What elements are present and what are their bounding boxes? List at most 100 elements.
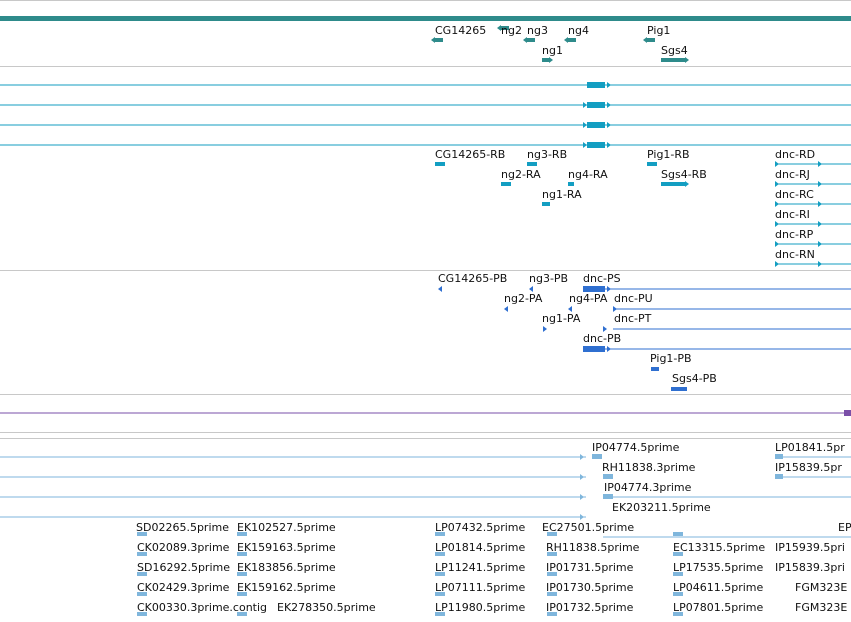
transcript-arrow-2[interactable] [607,122,611,128]
feature-label-dnc-pt[interactable]: dnc-PT [614,312,652,325]
transcript-glyph-ng3-rb[interactable] [527,162,537,166]
est-arrow-2[interactable] [580,494,584,500]
est-glyph-r1-c2[interactable] [435,552,445,556]
est-glyph-r3-c1[interactable] [237,592,247,596]
feature-label-ip15839.5prime[interactable]: IP15839.5pr [775,461,842,474]
transcript-exon-2[interactable] [587,122,605,128]
est-glyph-r4-c4[interactable] [673,612,683,616]
feature-label-fgm323e-b[interactable]: FGM323E [795,601,848,614]
strand-arrow-pig1[interactable] [643,37,647,43]
feature-label-ip15939.5prime[interactable]: IP15939.5pri [775,541,845,554]
transcript-arrow-dnc-b-4[interactable] [818,241,822,247]
strand-arrow-ng2[interactable] [497,25,501,31]
est-glyph-ip15839[interactable] [775,474,783,479]
feature-label-ip04774.3prime[interactable]: IP04774.3prime [604,481,692,494]
protein-glyph-cg14265-pb[interactable] [438,286,442,292]
est-glyph-r2-c1[interactable] [237,572,247,576]
feature-label-dnc-rn[interactable]: dnc-RN [775,248,815,261]
est-arrow-3[interactable] [580,514,584,520]
strand-arrow-ng4[interactable] [564,37,568,43]
feature-label-ep-cut[interactable]: EP [838,521,851,534]
est-glyph-r4-c0[interactable] [137,612,147,616]
gene-glyph-pig1[interactable] [647,38,655,42]
feature-label-ck02089.3prime[interactable]: CK02089.3prime [137,541,230,554]
feature-label-dnc-pb[interactable]: dnc-PB [583,332,622,345]
transcript-arrow-dnc-b-1[interactable] [818,181,822,187]
feature-label-lp07432.5prime[interactable]: LP07432.5prime [435,521,526,534]
transcript-arrow-dnc-b-3[interactable] [818,221,822,227]
feature-label-lp01814.5prime[interactable]: LP01814.5prime [435,541,526,554]
feature-label-ng3-pb[interactable]: ng3-PB [529,272,569,285]
feature-label-ek102527.5prime[interactable]: EK102527.5prime [237,521,336,534]
protein-glyph-ng4-pa[interactable] [568,306,572,312]
transcript-arrow-b-1[interactable] [583,102,587,108]
gene-glyph-ng4[interactable] [568,38,576,42]
feature-label-ip15839.3prime[interactable]: IP15839.3pri [775,561,845,574]
feature-label-pig1-rb[interactable]: Pig1-RB [647,148,690,161]
feature-label-ec27501.5prime[interactable]: EC27501.5prime [542,521,635,534]
est-glyph-r3-c2[interactable] [435,592,445,596]
est-glyph-r4-c3[interactable] [547,612,557,616]
gene-glyph-ng1[interactable] [542,58,549,62]
feature-label-ng1-ra[interactable]: ng1-RA [542,188,582,201]
transcript-glyph-ng1-ra[interactable] [542,202,550,206]
protein-glyph-sgs4-pb[interactable] [671,387,687,391]
est-glyph-r1-c0[interactable] [137,552,147,556]
transcript-arrow-3[interactable] [607,142,611,148]
protein-exon-dnc-pb[interactable] [583,346,605,352]
feature-label-dnc-rc[interactable]: dnc-RC [775,188,814,201]
feature-label-lp07111.5prime[interactable]: LP07111.5prime [435,581,526,594]
transcript-glyph-pig1-rb[interactable] [647,162,657,166]
feature-label-lp07801.5prime[interactable]: LP07801.5prime [673,601,764,614]
transcript-arrow-b-2[interactable] [583,122,587,128]
transcript-arrow-dnc-a-5[interactable] [775,261,779,267]
transcript-arrow-dnc-a-0[interactable] [775,161,779,167]
feature-label-ng2-pa[interactable]: ng2-PA [504,292,543,305]
est-glyph-ip04774-5[interactable] [592,454,602,459]
feature-label-ng1-pa[interactable]: ng1-PA [542,312,581,325]
strand-arrow-cg14265[interactable] [431,37,435,43]
strand-arrow-ng3[interactable] [523,37,527,43]
transcript-glyph-ng2-ra[interactable] [501,182,511,186]
feature-label-ck00330.3prime.contig[interactable]: CK00330.3prime.contig [137,601,268,614]
strand-arrow-ng1[interactable] [549,57,553,63]
feature-label-ek183856.5prime[interactable]: EK183856.5prime [237,561,336,574]
transcript-arrow-1[interactable] [607,102,611,108]
est-glyph-r4-c1[interactable] [237,612,247,616]
protein-arrow-dnc-ps[interactable] [607,286,611,292]
protein-exon-dnc-ps[interactable] [583,286,605,292]
protein-glyph-pig1-pb[interactable] [651,367,659,371]
transcript-arrow-dnc-a-2[interactable] [775,201,779,207]
feature-label-ip01732.5prime[interactable]: IP01732.5prime [546,601,634,614]
feature-label-ip01731.5prime[interactable]: IP01731.5prime [546,561,634,574]
est-glyph-ip04774-3[interactable] [603,494,613,499]
est-glyph-r0-c3[interactable] [547,532,557,536]
feature-label-ng2-ra[interactable]: ng2-RA [501,168,541,181]
transcript-arrow-dnc-b-5[interactable] [818,261,822,267]
feature-label-pig1-pb[interactable]: Pig1-PB [650,352,692,365]
feature-label-cg14265[interactable]: CG14265 [435,24,487,37]
feature-label-ng4-ra[interactable]: ng4-RA [568,168,608,181]
feature-label-ng3-rb[interactable]: ng3-RB [527,148,568,161]
transcript-arrow-dnc-a-1[interactable] [775,181,779,187]
protein-arrow-dnc-pb[interactable] [607,346,611,352]
protein-glyph-ng1-pa[interactable] [543,326,547,332]
feature-label-sd02265.5prime[interactable]: SD02265.5prime [136,521,229,534]
transcript-glyph-sgs4-rb[interactable] [661,182,685,186]
feature-label-dnc-ri[interactable]: dnc-RI [775,208,810,221]
est-glyph-lp01841[interactable] [775,454,783,459]
feature-label-sd16292.5prime[interactable]: SD16292.5prime [137,561,230,574]
feature-label-lp11241.5prime[interactable]: LP11241.5prime [435,561,526,574]
transcript-arrow-dnc-a-3[interactable] [775,221,779,227]
est-glyph-r1-c4[interactable] [673,552,683,556]
protein-glyph-ng3-pb[interactable] [529,286,533,292]
feature-label-sgs4-rb[interactable]: Sgs4-RB [661,168,707,181]
est-glyph-r0-c0[interactable] [137,532,147,536]
feature-label-cg14265-rb[interactable]: CG14265-RB [435,148,506,161]
est-glyph-r2-c4[interactable] [673,572,683,576]
est-glyph-r1-c1[interactable] [237,552,247,556]
transcript-arrow-dnc-b-2[interactable] [818,201,822,207]
feature-label-ng4[interactable]: ng4 [568,24,589,37]
feature-label-sgs4[interactable]: Sgs4 [661,44,688,57]
